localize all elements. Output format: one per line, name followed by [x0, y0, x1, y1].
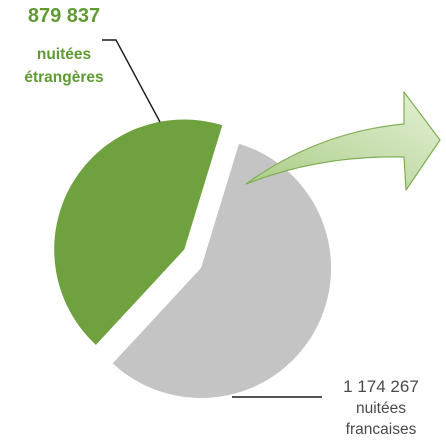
- label-french-value: 1 174 267: [343, 377, 419, 396]
- label-french-line2: francaises: [346, 421, 417, 438]
- label-foreign-line2: étrangères: [24, 69, 103, 86]
- label-foreign-value: 879 837: [28, 5, 100, 27]
- leader-line-foreign: [102, 39, 161, 123]
- label-foreign-line1: nuitées: [37, 46, 91, 63]
- slice-french-nights: [112, 143, 332, 399]
- slice-foreign-nights: [54, 119, 223, 345]
- label-french-line1: nuitées: [356, 400, 406, 417]
- curved-arrow-icon: [245, 91, 441, 191]
